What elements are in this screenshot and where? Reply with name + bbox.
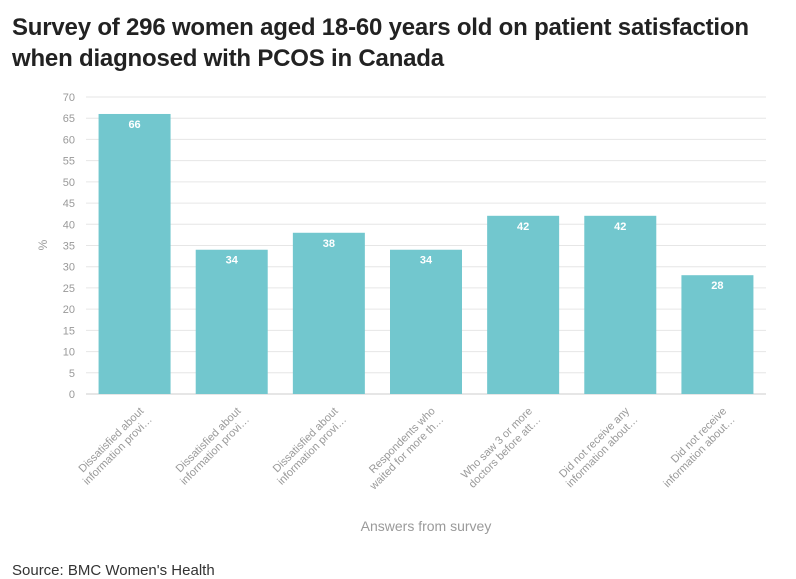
bar[interactable] xyxy=(195,249,268,394)
y-tick-label: 30 xyxy=(63,262,75,274)
bar[interactable] xyxy=(487,215,560,394)
y-tick-label: 20 xyxy=(63,304,75,316)
x-axis-title: Answers from survey xyxy=(361,518,492,534)
y-tick-label: 50 xyxy=(63,177,75,189)
bars xyxy=(98,113,754,394)
y-axis-ticks: 0 5 10 15 20 25 30 35 40 45 50 55 60 65 70 xyxy=(63,92,75,401)
y-tick-label: 10 xyxy=(63,347,75,359)
y-axis-title: % xyxy=(36,239,50,250)
bar[interactable] xyxy=(98,113,171,394)
y-tick-label: 15 xyxy=(63,325,75,337)
bar[interactable] xyxy=(390,249,462,394)
bar-value-label: 66 xyxy=(128,119,140,131)
bar[interactable] xyxy=(292,232,365,394)
y-tick-label: 40 xyxy=(63,219,75,231)
y-tick-label: 25 xyxy=(63,283,75,295)
y-tick-label: 45 xyxy=(63,198,75,210)
y-tick-label: 60 xyxy=(63,134,75,146)
x-tick-label-line: doctors before att… xyxy=(467,414,544,491)
y-tick-label: 0 xyxy=(69,389,75,401)
y-tick-label: 70 xyxy=(63,92,75,104)
chart-title: Survey of 296 women aged 18-60 years old… xyxy=(12,14,749,72)
bar[interactable] xyxy=(584,215,657,394)
bar-value-label: 34 xyxy=(226,255,239,267)
bar-value-label: 28 xyxy=(711,280,723,292)
source-note: Source: BMC Women's Health xyxy=(12,562,215,579)
bar-value-label: 38 xyxy=(323,238,335,250)
x-tick-label-line: waited for more th… xyxy=(367,414,446,493)
x-tick-label-line: Who saw 3 or more xyxy=(459,405,535,481)
bar-value-label: 42 xyxy=(517,221,529,233)
y-tick-label: 65 xyxy=(63,113,75,125)
bar-value-label: 34 xyxy=(420,255,433,267)
bar-value-label: 42 xyxy=(614,221,626,233)
bar-value-labels: 66 34 38 34 42 42 28 xyxy=(128,119,723,292)
x-tick-label-line: Did not receive any xyxy=(557,405,632,480)
bar[interactable] xyxy=(681,275,754,394)
y-tick-label: 5 xyxy=(69,368,75,380)
y-tick-label: 35 xyxy=(63,241,75,253)
y-tick-label: 55 xyxy=(63,156,75,168)
